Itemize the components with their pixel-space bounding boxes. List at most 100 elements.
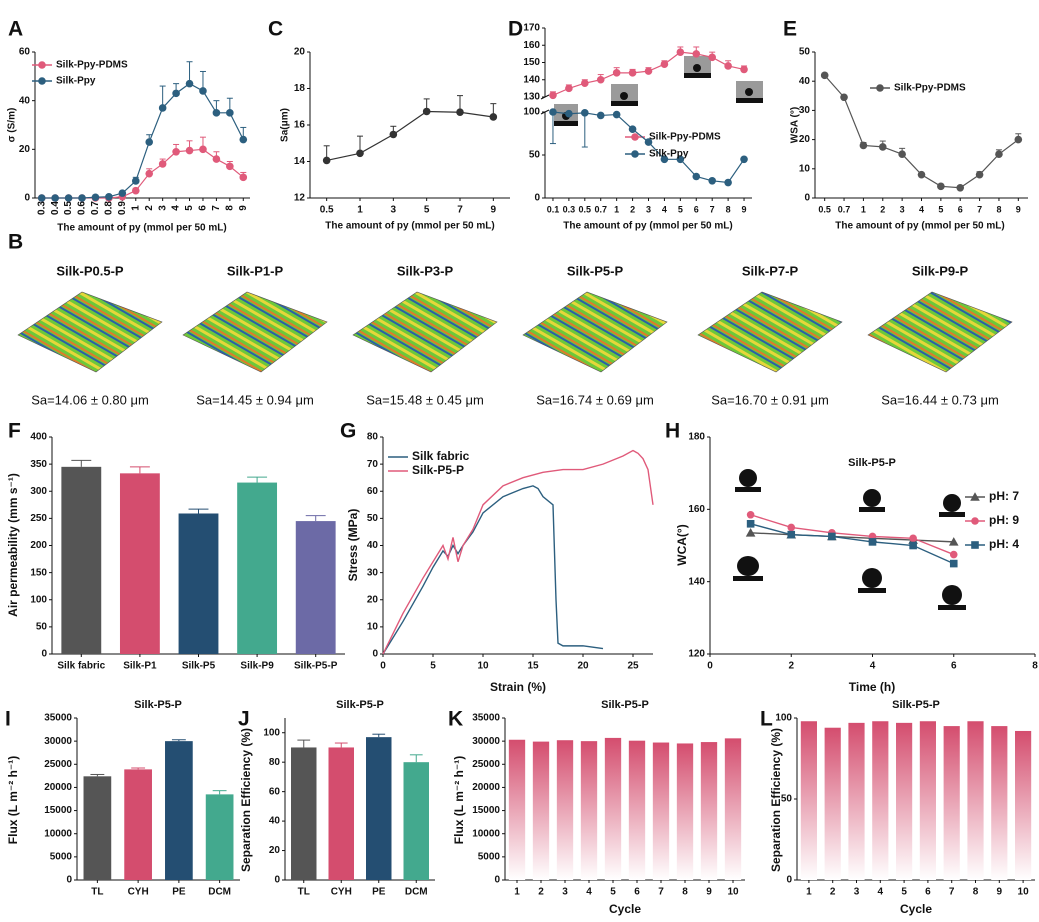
y-tick-label: 0 <box>372 649 378 660</box>
x-tick-label: 0 <box>380 661 386 672</box>
y-tick-label: 50 <box>36 622 48 633</box>
x-tick-label: 4 <box>586 887 592 898</box>
y-tick-label: 130 <box>523 92 540 103</box>
image-title: Silk-P0.5-P <box>56 263 124 278</box>
x-tick-label: DCM <box>405 887 428 898</box>
legend-marker <box>38 61 46 69</box>
panel-letter: E <box>783 18 797 41</box>
y-tick-label: 20000 <box>44 782 72 793</box>
data-point <box>949 550 958 559</box>
bar <box>628 740 646 880</box>
surface-image <box>182 291 328 373</box>
x-axis-label: The amount of py (mmol per 50 mL) <box>563 221 732 232</box>
x-tick-label: 0 <box>707 661 713 672</box>
x-tick-label: 2 <box>144 205 155 211</box>
data-point <box>644 138 653 146</box>
bar <box>580 741 598 880</box>
x-tick-label: 4 <box>870 661 876 672</box>
x-tick-label: Silk fabric <box>57 661 105 672</box>
bar <box>366 737 392 880</box>
y-tick-label: 180 <box>688 432 705 443</box>
x-tick-label: PE <box>172 887 186 898</box>
series-line <box>750 514 955 556</box>
y-tick-label: 400 <box>30 432 47 443</box>
legend-marker <box>876 84 884 92</box>
y-tick-label: 70 <box>367 459 379 470</box>
y-tick-label: 12 <box>294 193 306 204</box>
panel-letter: H <box>665 420 680 443</box>
x-axis-label: Time (h) <box>849 680 895 694</box>
data-point <box>909 534 917 543</box>
y-tick-label: 120 <box>688 649 705 660</box>
y-axis-label: WCA(°) <box>675 524 689 565</box>
x-tick-label: 7 <box>457 205 463 216</box>
image-title: Silk-P3-P <box>397 263 454 278</box>
y-tick-label: 0 <box>41 649 47 660</box>
x-tick-label: 5 <box>184 205 195 211</box>
data-point <box>239 173 248 182</box>
data-point <box>746 520 755 528</box>
x-tick-label: 0.5 <box>818 204 831 214</box>
legend-marker <box>38 77 46 85</box>
data-point <box>226 162 234 171</box>
x-tick-label: 4 <box>662 204 667 214</box>
x-tick-label: 10 <box>1018 887 1030 898</box>
x-tick-label: 3 <box>157 205 168 211</box>
y-tick-label: 14 <box>294 156 306 167</box>
data-point <box>489 113 498 121</box>
y-tick-label: 0 <box>804 193 810 204</box>
x-tick-label: 0.5 <box>63 201 74 215</box>
data-point <box>172 147 180 156</box>
y-tick-label: 20 <box>367 594 379 605</box>
y-axis-label: Air permeability (mm s⁻¹) <box>6 473 20 617</box>
bar <box>291 747 317 880</box>
data-point <box>692 50 701 58</box>
x-tick-label: 7 <box>658 887 664 898</box>
y-tick-label: 170 <box>523 23 540 34</box>
x-tick-label: 10 <box>477 661 489 672</box>
data-point <box>660 60 669 69</box>
panel-letter: D <box>508 18 523 41</box>
data-point <box>226 109 234 117</box>
chart-title: Silk-P5-P <box>848 457 896 469</box>
x-tick-label: 15 <box>527 661 539 672</box>
y-tick-label: 350 <box>30 459 47 470</box>
x-tick-label: 5 <box>678 204 683 214</box>
data-point <box>145 138 154 146</box>
x-tick-label: 2 <box>830 887 836 898</box>
legend-marker <box>631 150 639 158</box>
y-tick-label: 100 <box>775 713 792 724</box>
x-tick-label: 2 <box>880 204 885 214</box>
image-caption: Sa=15.48 ± 0.45 μm <box>366 392 484 407</box>
data-point <box>995 150 1003 158</box>
x-axis-label: The amount of py (mmol per 50 mL) <box>57 223 226 234</box>
x-tick-label: 1 <box>357 205 363 216</box>
x-tick-label: 1 <box>514 887 520 898</box>
data-point <box>185 79 194 88</box>
data-point <box>158 104 167 112</box>
data-point <box>948 537 959 546</box>
y-tick-label: 200 <box>30 540 47 551</box>
data-point <box>212 109 221 117</box>
x-tick-label: Silk-P5-P <box>294 661 338 672</box>
data-point <box>724 62 732 70</box>
data-point <box>949 559 958 568</box>
x-tick-label: CYH <box>331 887 352 898</box>
x-tick-label: 0.4 <box>50 201 61 215</box>
legend-label: Silk-Ppy <box>56 76 96 87</box>
data-point <box>322 156 331 165</box>
x-tick-label: 6 <box>694 204 699 214</box>
y-tick-label: 20 <box>269 845 281 856</box>
data-point <box>917 170 926 179</box>
legend-label: Silk-P5-P <box>412 463 464 477</box>
y-tick-label: 80 <box>367 432 379 443</box>
y-tick-label: 50 <box>781 794 793 805</box>
y-tick-label: 60 <box>19 47 31 58</box>
y-tick-label: 30000 <box>44 736 72 747</box>
y-tick-label: 100 <box>30 594 47 605</box>
bar <box>119 473 160 654</box>
y-tick-label: 60 <box>269 786 281 797</box>
panel-letter: G <box>340 420 356 443</box>
x-tick-label: 0.7 <box>838 204 851 214</box>
image-caption: Sa=16.44 ± 0.73 μm <box>881 392 999 407</box>
